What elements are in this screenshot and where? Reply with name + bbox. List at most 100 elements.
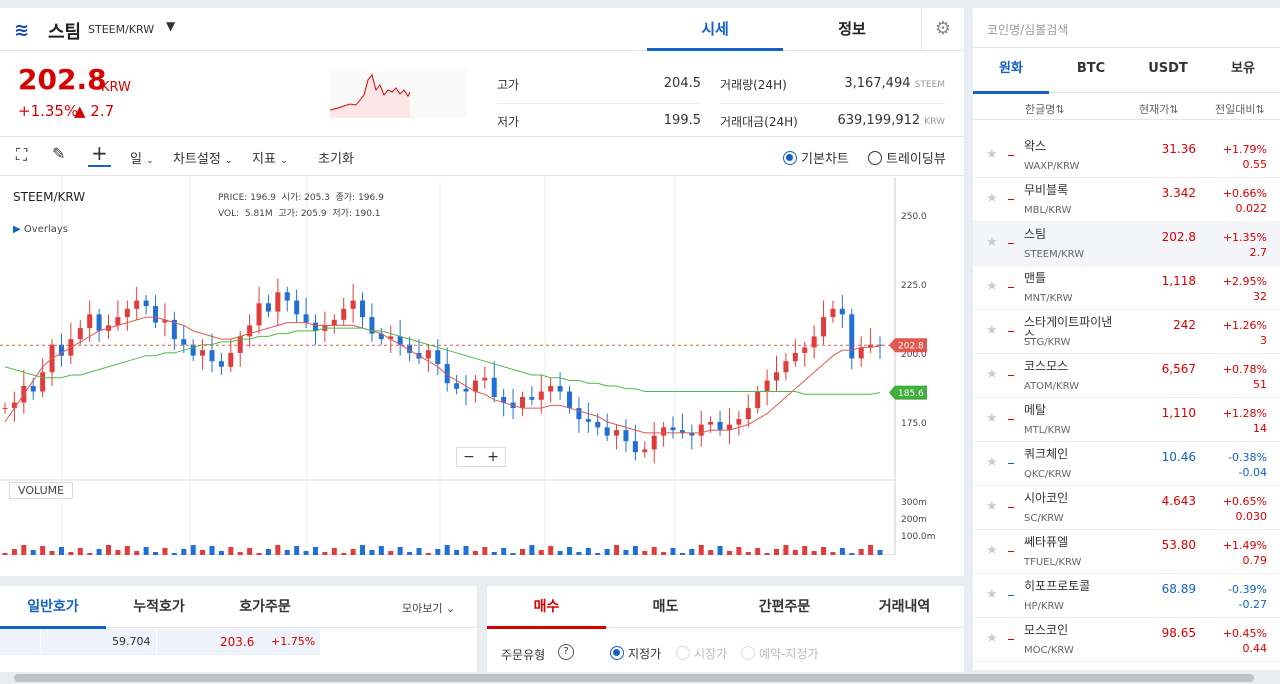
star-icon[interactable]: ★ xyxy=(986,631,998,646)
star-icon[interactable]: ★ xyxy=(986,587,998,602)
trend-mark-icon xyxy=(1008,375,1014,376)
tab-usdt[interactable]: USDT xyxy=(1130,49,1206,93)
coin-row-symbol: ATOM/KRW xyxy=(1024,381,1080,392)
reset-button[interactable]: 초기화 xyxy=(318,152,354,167)
coin-row[interactable]: ★ 스타게이트파이낸스 STG/KRW 242 +1.26% 3 xyxy=(973,310,1280,354)
volume-bar xyxy=(397,547,403,555)
tab-btc[interactable]: BTC xyxy=(1053,49,1129,93)
zoom-out-button[interactable]: − xyxy=(463,449,475,465)
coin-row[interactable]: ★ 시아코인 SC/KRW 4.643 +0.65% 0.030 xyxy=(973,486,1280,530)
chart-axis: 250.0225.0200.0175.0300m200m100.0m14May1… xyxy=(889,212,936,542)
coin-row[interactable]: ★ 쎄타퓨엘 TFUEL/KRW 53.80 +1.49% 0.79 xyxy=(973,530,1280,574)
crosshair-icon[interactable]: + xyxy=(88,141,111,167)
star-icon[interactable]: ★ xyxy=(986,323,998,338)
candle-body xyxy=(868,344,874,348)
tab-simple-order[interactable]: 간편주문 xyxy=(725,586,844,628)
coin-search-input[interactable]: 코인명/심볼검색 xyxy=(973,8,1280,48)
collect-view-select[interactable]: 모아보기 ⌄ xyxy=(402,600,455,616)
volume-bar xyxy=(331,548,337,555)
tab-price[interactable]: 시세 xyxy=(647,8,783,51)
limit-order-radio[interactable]: 지정가 xyxy=(610,645,661,662)
star-icon[interactable]: ★ xyxy=(986,191,998,206)
horizontal-scrollbar[interactable] xyxy=(14,674,1254,682)
coin-row[interactable]: ★ 스팀 STEEM/KRW 202.8 +1.35% 2.7 xyxy=(973,222,1280,266)
tradingview-radio[interactable]: 트레이딩뷰 xyxy=(868,148,946,167)
star-icon[interactable]: ★ xyxy=(986,455,998,470)
coin-row-pct: +1.35% xyxy=(1222,231,1267,244)
coin-row-symbol: TFUEL/KRW xyxy=(1024,557,1082,568)
star-icon[interactable]: ★ xyxy=(986,543,998,558)
order-type-label: 주문유형 xyxy=(501,648,546,662)
period-select[interactable]: 일 ⌄ xyxy=(130,148,154,167)
pencil-icon[interactable]: ✎ xyxy=(52,144,66,163)
coin-row-amt: 32 xyxy=(1253,290,1267,303)
sort-change-button[interactable]: 전일대비⇅ xyxy=(1215,103,1265,116)
coin-row-symbol: STEEM/KRW xyxy=(1024,249,1085,260)
tab-info[interactable]: 정보 xyxy=(784,8,920,50)
reserve-order-radio[interactable]: 예약-지정가 xyxy=(741,645,819,662)
tab-holdings[interactable]: 보유 xyxy=(1205,49,1280,93)
radio-on-icon xyxy=(610,646,624,660)
tab-sell[interactable]: 매도 xyxy=(606,586,725,628)
help-icon[interactable]: ? xyxy=(558,644,574,660)
volume-bar xyxy=(877,550,883,555)
coin-dropdown-icon[interactable]: ▼ xyxy=(166,19,176,33)
indicators-label: 지표 xyxy=(252,152,276,167)
volume-bar xyxy=(40,546,46,555)
sort-price-button[interactable]: 현재가⇅ xyxy=(1139,103,1179,116)
market-order-radio[interactable]: 시장가 xyxy=(676,645,727,662)
indicators-menu[interactable]: 지표 ⌄ xyxy=(252,148,288,167)
coin-row[interactable]: ★ 쿼크체인 QKC/KRW 10.46 -0.38% -0.04 xyxy=(973,442,1280,486)
fullscreen-icon[interactable]: ⛶ xyxy=(16,145,28,164)
overlays-toggle[interactable]: ▶ Overlays xyxy=(13,224,68,235)
zoom-in-button[interactable]: + xyxy=(487,449,499,465)
star-icon[interactable]: ★ xyxy=(986,147,998,162)
orderbook-row[interactable]: 59.704 203.6 +1.75% xyxy=(0,629,320,655)
tab-history[interactable]: 거래내역 xyxy=(845,586,964,628)
coin-row[interactable]: ★ 메탈 MTL/KRW 1,110 +1.28% 14 xyxy=(973,398,1280,442)
star-icon[interactable]: ★ xyxy=(986,411,998,426)
volume-bar xyxy=(181,549,187,555)
price-unit: KRW xyxy=(101,80,131,95)
tab-krw[interactable]: 원화 xyxy=(973,49,1049,94)
coin-row-price: 4.643 xyxy=(1161,494,1196,508)
coin-row[interactable]: ★ 코스모스 ATOM/KRW 6,567 +0.78% 51 xyxy=(973,354,1280,398)
coin-row-amt: -0.27 xyxy=(1238,598,1267,611)
coin-row[interactable]: ★ 왁스 WAXP/KRW 31.36 +1.79% 0.55 xyxy=(973,134,1280,178)
coin-row[interactable]: ★ 무비블록 MBL/KRW 3.342 +0.66% 0.022 xyxy=(973,178,1280,222)
volume-bar xyxy=(614,545,620,555)
price-chart[interactable]: 250.0225.0200.0175.0300m200m100.0m14May1… xyxy=(0,177,964,555)
coin-row[interactable]: ★ 맨틀 MNT/KRW 1,118 +2.95% 32 xyxy=(973,266,1280,310)
basic-chart-radio[interactable]: 기본차트 xyxy=(783,148,849,167)
star-icon[interactable]: ★ xyxy=(986,499,998,514)
tab-buy[interactable]: 매수 xyxy=(487,586,606,629)
volume-value: 3,167,494 STEEM xyxy=(844,76,945,91)
tab-info-label: 정보 xyxy=(838,20,866,38)
ma-line-ma_long xyxy=(4,327,881,395)
current-price: 202.8 xyxy=(18,63,107,96)
candle-body xyxy=(143,300,149,307)
candle-body xyxy=(830,308,836,318)
gear-icon[interactable]: ⚙ xyxy=(921,8,964,50)
coin-row-pct: -0.39% xyxy=(1228,583,1267,596)
coin-row[interactable]: ★ 모스코인 MOC/KRW 98.65 +0.45% 0.44 xyxy=(973,618,1280,662)
star-icon[interactable]: ★ xyxy=(986,235,998,250)
chart-settings-menu[interactable]: 차트설정 ⌄ xyxy=(173,148,233,167)
coin-row[interactable]: ★ 히포프로토콜 HP/KRW 68.89 -0.39% -0.27 xyxy=(973,574,1280,618)
star-icon[interactable]: ★ xyxy=(986,367,998,382)
tab-general-orderbook[interactable]: 일반호가 xyxy=(0,586,106,629)
sort-name-button[interactable]: 한글명⇅ xyxy=(1025,103,1065,116)
tradingview-label: 트레이딩뷰 xyxy=(886,152,946,167)
coin-row-name: 모스코인 xyxy=(1024,623,1069,637)
candle-body xyxy=(331,319,337,326)
star-icon[interactable]: ★ xyxy=(986,279,998,294)
tab-order-by-book[interactable]: 호가주문 xyxy=(212,586,318,628)
radio-on-icon xyxy=(783,151,797,165)
coin-row-pct: +0.78% xyxy=(1222,363,1267,376)
coin-row-price: 53.80 xyxy=(1161,538,1196,552)
tab-cumulative-orderbook[interactable]: 누적호가 xyxy=(106,586,212,628)
volume-number: 3,167,494 xyxy=(844,76,911,91)
candle-body xyxy=(651,435,657,450)
candle-body xyxy=(350,300,356,309)
volume-bar xyxy=(171,553,177,555)
